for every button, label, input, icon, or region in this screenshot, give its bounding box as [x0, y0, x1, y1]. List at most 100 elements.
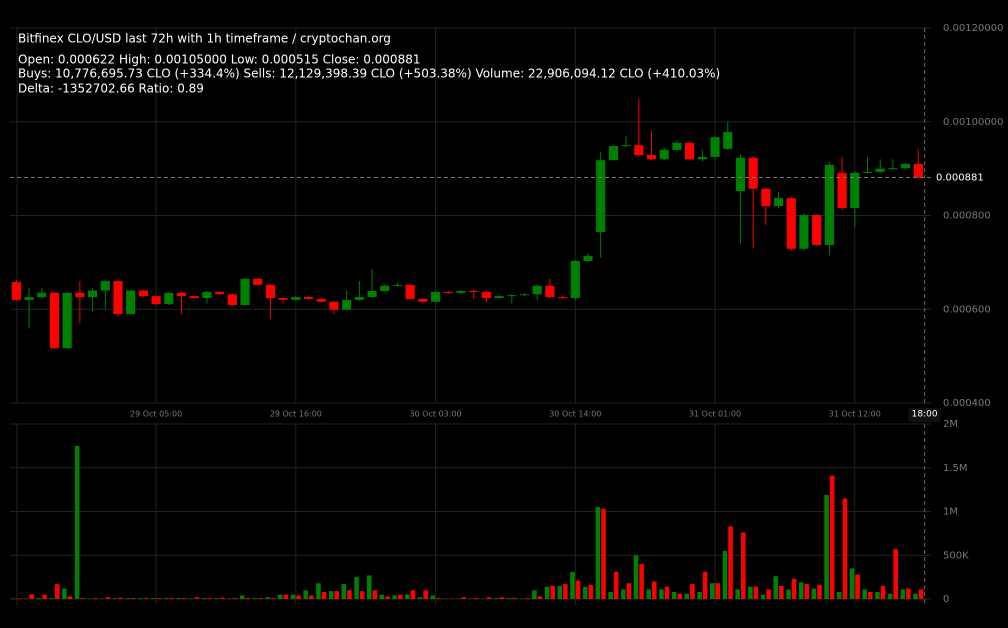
candle-body — [138, 290, 148, 297]
buy-volume-bar — [112, 598, 118, 599]
candle-body — [608, 146, 618, 161]
sell-volume-bar — [385, 596, 390, 599]
buy-volume-bar — [748, 586, 753, 599]
sell-volume-bar — [867, 592, 873, 599]
sell-volume-bar — [207, 598, 212, 599]
sell-volume-bar — [309, 595, 314, 599]
chart-title: Bitfinex CLO/USD last 72h with 1h timefr… — [18, 32, 391, 46]
sell-volume-bar — [436, 598, 441, 599]
candle-body — [303, 297, 314, 299]
candle-body — [354, 297, 364, 300]
candle-body — [824, 164, 834, 246]
candle-body — [862, 171, 873, 173]
sell-volume-bar — [766, 589, 771, 599]
candle-body — [37, 292, 47, 298]
volume-tick-label: 1.5M — [943, 463, 968, 474]
info-line: Buys: 10,776,695.73 CLO (+334.4%) Sells:… — [18, 67, 720, 81]
info-line: Delta: -1352702.66 Ratio: 0.89 — [18, 82, 204, 96]
sell-volume-bar — [728, 526, 733, 599]
sell-volume-bar — [664, 586, 670, 599]
sell-volume-bar — [829, 475, 835, 599]
candle-body — [176, 292, 187, 297]
sell-volume-bar — [93, 598, 98, 599]
buy-volume-bar — [417, 597, 423, 599]
sell-volume-bar — [474, 598, 479, 599]
sell-volume-bar — [245, 598, 251, 599]
buy-volume-bar — [532, 590, 537, 599]
candle-body — [621, 145, 631, 147]
labels: Bitfinex CLO/USD last 72h with 1h timefr… — [18, 23, 1003, 605]
candle-body — [202, 291, 212, 298]
sell-volume-bar — [588, 585, 594, 599]
candle-body — [469, 290, 479, 292]
candle-body — [850, 172, 860, 208]
candle-body — [100, 281, 110, 291]
sell-volume-bar — [817, 585, 822, 599]
buy-volume-bar — [862, 589, 867, 599]
buy-volume-bar — [735, 589, 740, 599]
buy-volume-bar — [697, 592, 702, 599]
sell-volume-bar — [613, 571, 619, 599]
last-price-label: 0.000881 — [936, 173, 984, 184]
candle-body — [443, 291, 453, 293]
buy-volume-bar — [722, 550, 728, 599]
candle-body — [558, 297, 568, 299]
buy-volume-bar — [659, 589, 664, 599]
buy-volume-bar — [684, 593, 690, 599]
buy-volume-bar — [354, 577, 359, 599]
volume-tick-label: 500K — [943, 550, 969, 561]
sell-volume-bar — [131, 598, 136, 599]
sell-volume-bar — [347, 590, 352, 599]
sell-volume-bar — [918, 589, 924, 599]
y-tick-label: 0.000600 — [943, 304, 991, 315]
sell-volume-bar — [550, 585, 555, 599]
candle-body — [151, 296, 161, 305]
x-tick-label: 31 Oct 12:00 — [829, 410, 881, 419]
buy-volume-bar — [760, 594, 766, 599]
volume-tick-label: 1M — [943, 507, 958, 518]
sell-volume-bar — [893, 549, 898, 599]
candle-body — [786, 198, 796, 249]
x-tick-box — [908, 408, 941, 422]
buy-volume-bar — [239, 595, 245, 599]
sell-volume-bar — [626, 583, 632, 599]
sell-volume-bar — [16, 598, 22, 599]
candle-body — [126, 290, 136, 314]
candle-body — [316, 298, 326, 302]
x-tick-label: 18:00 — [912, 410, 938, 420]
candle-body — [646, 155, 657, 160]
sell-volume-bar — [143, 598, 149, 599]
candle-body — [87, 290, 98, 298]
buy-volume-bar — [290, 594, 296, 599]
candle-body — [748, 157, 758, 189]
sell-volume-bar — [156, 598, 162, 599]
sell-volume-bar — [499, 597, 505, 599]
candle-body — [545, 285, 555, 298]
sell-volume-bar — [715, 583, 721, 599]
sell-volume-bar — [372, 590, 378, 599]
y-tick-label: 0.00120000 — [943, 23, 1003, 34]
buy-volume-bar — [582, 586, 588, 599]
marks — [10, 98, 931, 599]
sell-volume-bar — [410, 590, 416, 599]
sell-volume-bar — [80, 598, 85, 599]
buy-volume-bar — [125, 598, 131, 599]
candle-body — [481, 291, 491, 298]
sell-volume-bar — [524, 598, 530, 599]
buy-volume-bar — [252, 598, 258, 599]
sell-volume-bar — [855, 574, 860, 599]
sell-volume-bar — [397, 594, 403, 599]
candle-body — [75, 292, 85, 298]
candle-body — [532, 285, 542, 295]
candle-body — [659, 149, 669, 160]
buy-volume-bar — [646, 589, 652, 599]
buy-volume-bar — [913, 593, 918, 599]
candle-body — [799, 215, 809, 249]
buy-volume-bar — [405, 594, 410, 599]
candle-body — [215, 291, 225, 295]
candle-body — [735, 157, 746, 192]
candle-body — [329, 301, 339, 310]
candle-body — [697, 156, 707, 160]
sell-volume-bar — [804, 584, 810, 599]
sell-volume-bar — [67, 596, 73, 599]
